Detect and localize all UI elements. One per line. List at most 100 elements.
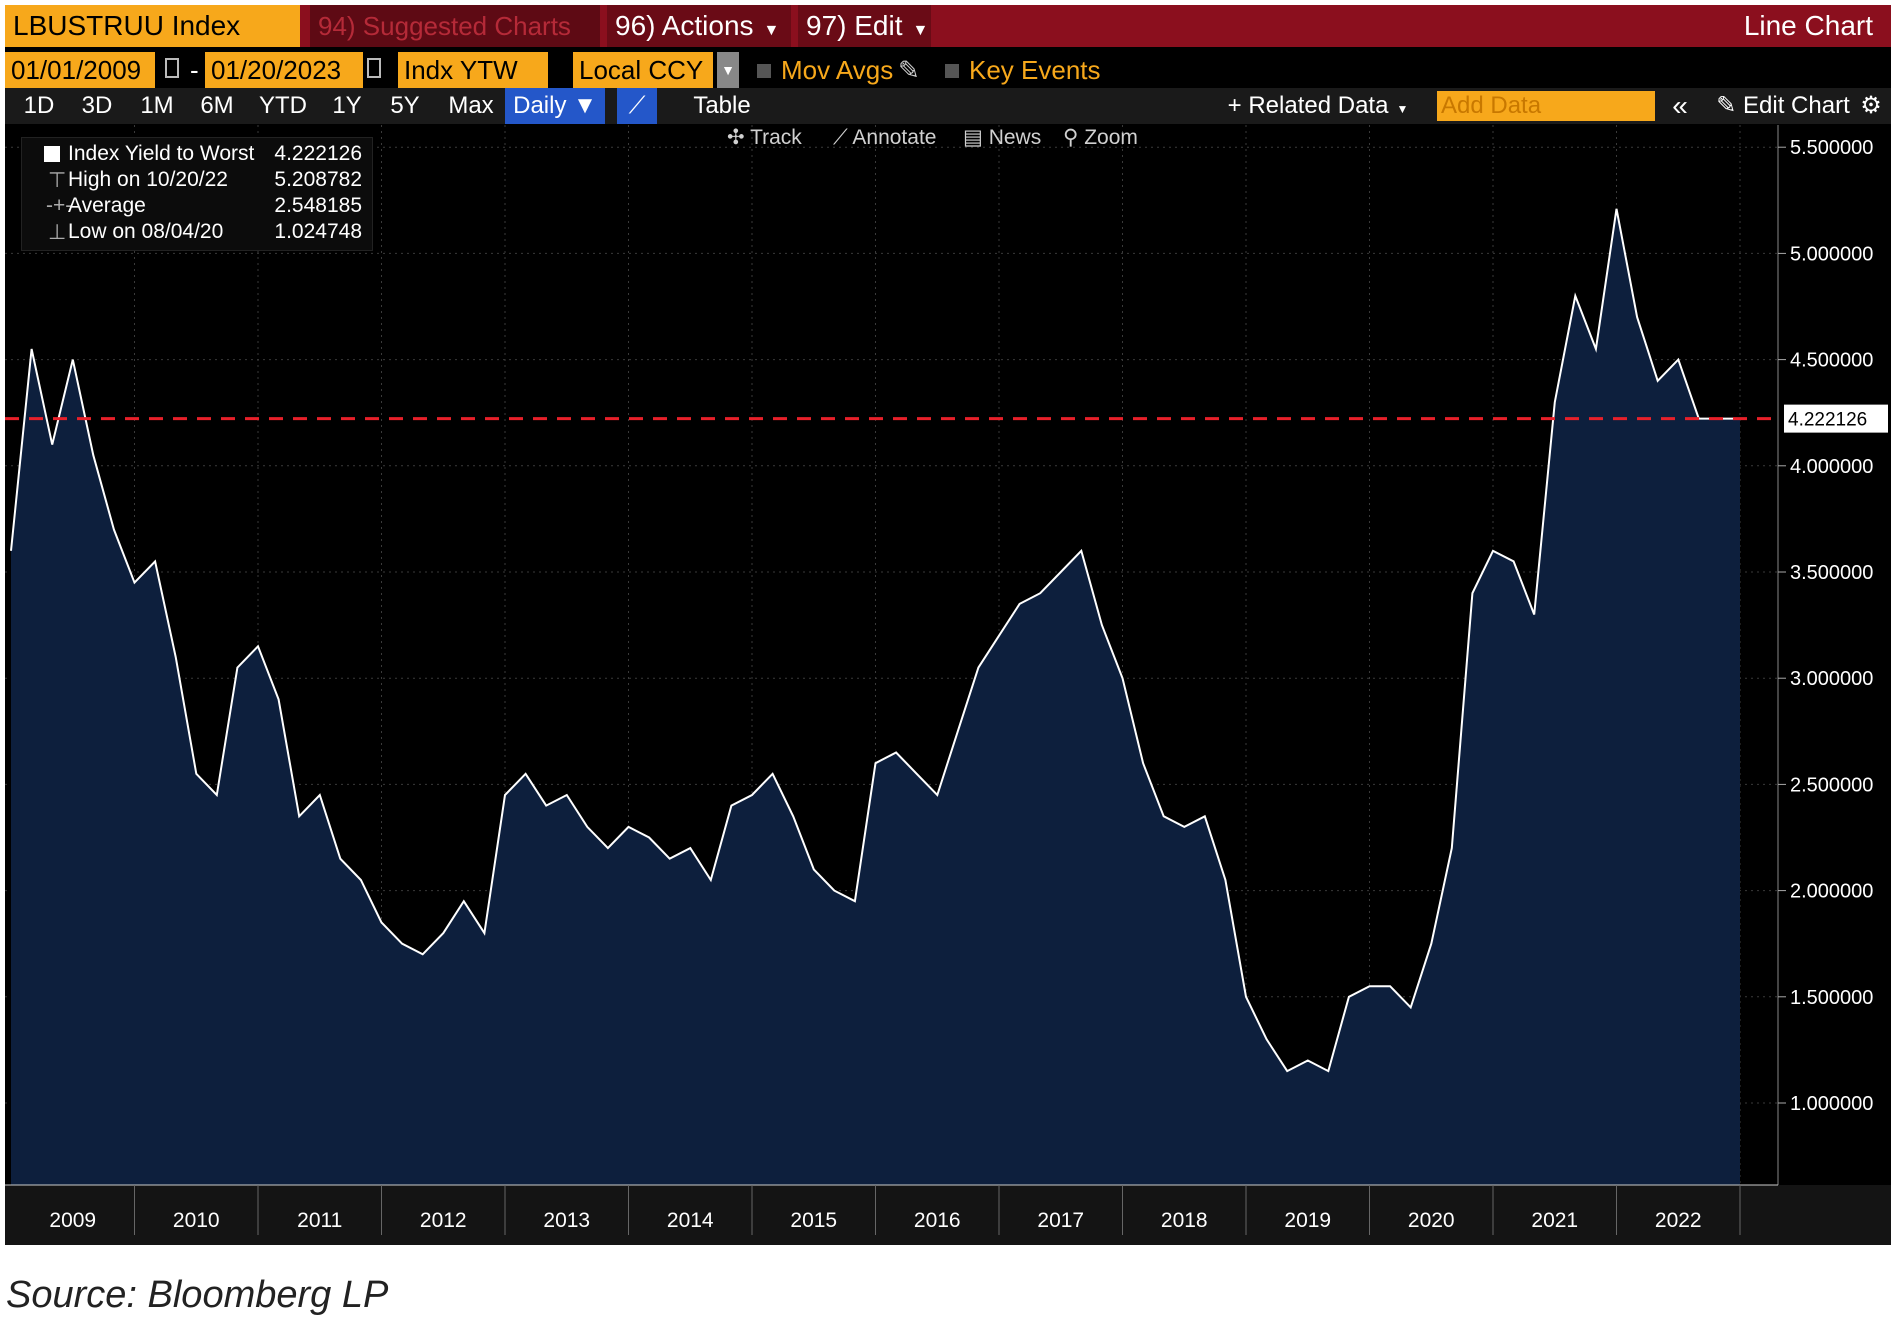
x-axis-band — [5, 1185, 1891, 1245]
legend-average-value: 2.548185 — [274, 194, 362, 217]
chevron-down-icon[interactable]: ▼ — [717, 52, 739, 88]
pen-icon: ⟋ — [833, 126, 853, 149]
edit-label: 97) Edit — [806, 10, 903, 41]
frequency-dropdown[interactable]: Daily ▼ — [505, 88, 605, 124]
legend-high-value: 5.208782 — [274, 168, 362, 191]
news-label: News — [988, 126, 1042, 149]
annotate-label: Annotate — [852, 126, 937, 149]
annotate-tool[interactable]: ⟋ Annotate — [833, 123, 936, 153]
news-icon: ▤ — [963, 126, 989, 149]
pencil-icon[interactable]: ✎ — [898, 55, 920, 85]
add-data-input[interactable]: Add Data — [1437, 91, 1655, 121]
white-square-icon — [44, 146, 60, 162]
edit-chart-button[interactable]: ✎ Edit Chart — [1703, 88, 1863, 124]
period-1y[interactable]: 1Y — [332, 92, 362, 119]
magnifier-icon: ⚲ — [1063, 126, 1085, 149]
x-tick-label: 2015 — [790, 1209, 837, 1232]
legend-low-value: 1.024748 — [274, 220, 362, 243]
y-tick-label: 3.500000 — [1790, 562, 1873, 584]
actions-label: 96) Actions — [615, 10, 754, 41]
period-3d[interactable]: 3D — [81, 92, 113, 119]
track-tool[interactable]: ✣ Track — [727, 123, 802, 153]
period-1m[interactable]: 1M — [140, 92, 174, 119]
ticker-field[interactable]: LBUSTRUU Index — [5, 5, 300, 47]
gear-icon[interactable]: ⚙ — [1860, 92, 1882, 119]
end-date-input[interactable]: 01/20/2023 — [205, 52, 363, 88]
period-row: 1D 3D 1M 6M YTD 1Y 5Y Max Daily ▼ ⟋ Tabl… — [5, 88, 1891, 124]
top-toolbar: LBUSTRUU Index 94) Suggested Charts 96) … — [5, 5, 1891, 47]
x-tick-label: 2022 — [1655, 1209, 1702, 1232]
x-tick-label: 2010 — [173, 1209, 220, 1232]
chevron-down-icon: ▼ — [763, 22, 780, 39]
edit-chart-label: Edit Chart — [1743, 92, 1850, 119]
field-selector[interactable]: Indx YTW — [398, 52, 548, 88]
period-max[interactable]: Max — [448, 92, 494, 119]
legend-series-value: 4.222126 — [274, 142, 362, 165]
legend-average-label: Average — [68, 194, 146, 217]
x-tick-label: 2014 — [667, 1209, 714, 1232]
suggested-charts-button[interactable]: 94) Suggested Charts — [310, 5, 600, 47]
y-tick-label: 4.000000 — [1790, 456, 1873, 478]
mov-avgs-label[interactable]: Mov Avgs — [781, 55, 894, 85]
bloomberg-terminal-window: LBUSTRUU Index 94) Suggested Charts 96) … — [5, 5, 1891, 1245]
collapse-icon[interactable]: « — [1672, 90, 1688, 121]
y-tick-label: 1.000000 — [1790, 1093, 1873, 1115]
currency-selector[interactable]: Local CCY — [573, 52, 713, 88]
zoom-tool[interactable]: ⚲ Zoom — [1063, 123, 1138, 153]
y-tick-label: 5.000000 — [1790, 243, 1873, 265]
high-marker-icon: ⊤ — [48, 169, 67, 192]
news-tool[interactable]: ▤ News — [963, 123, 1041, 153]
calendar-icon[interactable] — [165, 58, 179, 78]
start-date-input[interactable]: 01/01/2009 — [5, 52, 155, 88]
chevron-down-icon: ▼ — [912, 22, 929, 39]
last-value-label-box — [1784, 404, 1888, 433]
y-tick-label: 4.500000 — [1790, 350, 1873, 372]
x-tick-label: 2013 — [543, 1209, 590, 1232]
period-1d[interactable]: 1D — [23, 92, 55, 119]
x-tick-label: 2018 — [1161, 1209, 1208, 1232]
track-label: Track — [750, 126, 802, 149]
last-value-label: 4.222126 — [1788, 410, 1867, 431]
actions-menu[interactable]: 96) Actions ▼ — [607, 5, 791, 47]
calendar-icon[interactable] — [367, 58, 381, 78]
mov-avgs-checkbox[interactable] — [757, 64, 771, 78]
date-range-separator: - — [190, 55, 199, 85]
x-tick-label: 2011 — [297, 1209, 342, 1232]
x-tick-label: 2019 — [1284, 1209, 1331, 1232]
average-marker-icon: -+- — [46, 194, 73, 217]
x-tick-label: 2021 — [1531, 1209, 1578, 1232]
series-line — [10, 208, 1740, 1073]
settings-row: 01/01/2009 - 01/20/2023 Indx YTW Local C… — [5, 52, 1891, 88]
x-tick-label: 2020 — [1408, 1209, 1455, 1232]
period-6m[interactable]: 6M — [200, 92, 234, 119]
legend-high-label: High on 10/20/22 — [68, 168, 228, 191]
x-tick-label: 2017 — [1037, 1209, 1084, 1232]
low-marker-icon: ⊥ — [48, 221, 67, 244]
y-tick-label: 2.500000 — [1790, 774, 1873, 796]
y-tick-label: 1.500000 — [1790, 987, 1873, 1009]
key-events-label[interactable]: Key Events — [969, 55, 1101, 85]
chevron-down-icon: ▼ — [1396, 102, 1409, 116]
zoom-label: Zoom — [1084, 126, 1138, 149]
chart-type-title: Line Chart — [1743, 10, 1873, 41]
related-data-button[interactable]: + Related Data ▼ — [1223, 88, 1413, 124]
y-tick-label: 2.000000 — [1790, 881, 1873, 903]
y-tick-label: 3.000000 — [1790, 668, 1873, 690]
crosshair-icon: ✣ — [727, 126, 751, 149]
legend-series-label: Index Yield to Worst — [68, 142, 255, 165]
pencil-icon: ✎ — [1716, 92, 1744, 119]
x-tick-label: 2012 — [420, 1209, 467, 1232]
x-tick-label: 2016 — [914, 1209, 961, 1232]
period-ytd[interactable]: YTD — [259, 92, 307, 119]
key-events-checkbox[interactable] — [945, 64, 959, 78]
x-tick-label: 2009 — [49, 1209, 96, 1232]
series-area — [11, 208, 1740, 1186]
related-data-label: + Related Data — [1227, 92, 1389, 119]
chart-legend: Index Yield to Worst 4.222126 ⊤ High on … — [21, 137, 373, 251]
table-button[interactable]: Table — [693, 92, 751, 119]
edit-menu[interactable]: 97) Edit ▼ — [798, 5, 931, 47]
source-caption: Source: Bloomberg LP — [6, 1274, 389, 1316]
period-5y[interactable]: 5Y — [390, 92, 420, 119]
line-chart-icon[interactable]: ⟋ — [617, 88, 657, 124]
legend-low-label: Low on 08/04/20 — [68, 220, 224, 243]
